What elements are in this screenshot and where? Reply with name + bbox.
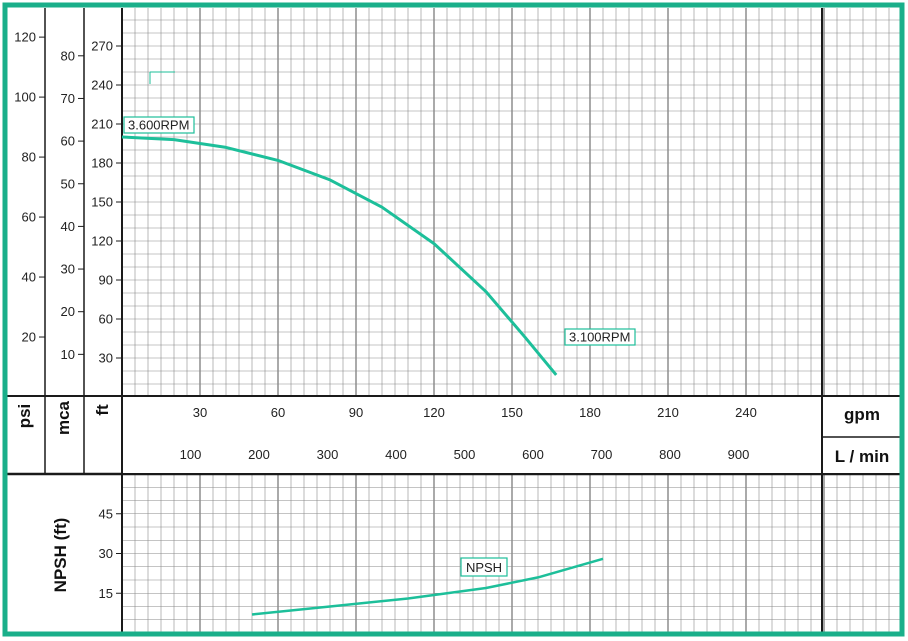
- psi-unit-label: psi: [15, 404, 34, 429]
- ft-tick-label: 90: [99, 273, 113, 288]
- lmin-tick-label: 700: [591, 447, 613, 462]
- mca-unit-label: mca: [54, 400, 73, 435]
- gpm-tick-label: 240: [735, 405, 757, 420]
- gpm-tick-label: 150: [501, 405, 523, 420]
- lmin-tick-label: 100: [180, 447, 202, 462]
- mca-tick-label: 80: [61, 48, 75, 63]
- head-curve-3600rpm: [121, 135, 558, 376]
- lmin-tick-label: 300: [317, 447, 339, 462]
- mca-tick-label: 60: [61, 134, 75, 149]
- mca-tick-label: 20: [61, 304, 75, 319]
- axes: [5, 8, 902, 634]
- mca-tick-label: 70: [61, 91, 75, 106]
- lmin-tick-label: 200: [248, 447, 270, 462]
- unit-band: [823, 397, 901, 473]
- ft-tick-label: 210: [91, 117, 113, 132]
- ft-tick-label: 180: [91, 156, 113, 171]
- gpm-tick-label: 210: [657, 405, 679, 420]
- npsh-series-label: NPSH: [466, 560, 502, 575]
- label-3600rpm: 3.600RPM: [128, 118, 189, 133]
- lmin-tick-label: 900: [728, 447, 750, 462]
- npsh-label-box: [460, 557, 508, 577]
- lmin-tick-label: 600: [522, 447, 544, 462]
- psi-tick-label: 40: [22, 270, 36, 285]
- lmin-tick-label: 500: [454, 447, 476, 462]
- psi-tick-label: 80: [22, 150, 36, 165]
- ft-tick-label: 240: [91, 78, 113, 93]
- ft-tick-label: 30: [99, 351, 113, 366]
- psi-tick-label: 120: [14, 30, 36, 45]
- gpm-tick-label: 30: [193, 405, 207, 420]
- ft-tick-label: 270: [91, 39, 113, 54]
- npsh-unit-label: NPSH (ft): [51, 518, 70, 593]
- lmin-unit-label: L / min: [835, 447, 889, 466]
- psi-tick-label: 20: [22, 330, 36, 345]
- npsh-tick-label: 15: [99, 586, 113, 601]
- label-3600rpm-box: [123, 116, 195, 134]
- gpm-tick-label: 180: [579, 405, 601, 420]
- curves: 3.600RPM 3.100RPM NPSH: [121, 71, 636, 616]
- mca-tick-label: 10: [61, 347, 75, 362]
- npsh-curve: [251, 557, 604, 616]
- x-axis-band: [123, 397, 821, 473]
- gpm-tick-label: 120: [423, 405, 445, 420]
- ft-unit-label: ft: [93, 404, 112, 416]
- label-3100rpm: 3.100RPM: [569, 330, 630, 345]
- gpm-tick-label: 60: [271, 405, 285, 420]
- lmin-tick-label: 400: [385, 447, 407, 462]
- ft-tick-label: 60: [99, 312, 113, 327]
- lmin-tick-label: 800: [659, 447, 681, 462]
- mca-tick-label: 50: [61, 176, 75, 191]
- gpm-tick-label: 90: [349, 405, 363, 420]
- mca-tick-label: 40: [61, 219, 75, 234]
- psi-tick-label: 60: [22, 210, 36, 225]
- tick-labels: 20 40 60 80 100 120 10 20 30 40 50 60 70 80 30 60 90 120 1…: [14, 30, 889, 601]
- gpm-unit-label: gpm: [844, 405, 880, 424]
- ft-tick-label: 150: [91, 195, 113, 210]
- psi-tick-label: 100: [14, 90, 36, 105]
- npsh-tick-label: 45: [99, 506, 113, 521]
- npsh-tick-label: 30: [99, 546, 113, 561]
- ft-tick-label: 120: [91, 234, 113, 249]
- label-3100rpm-box: [564, 328, 636, 346]
- mca-tick-label: 30: [61, 262, 75, 277]
